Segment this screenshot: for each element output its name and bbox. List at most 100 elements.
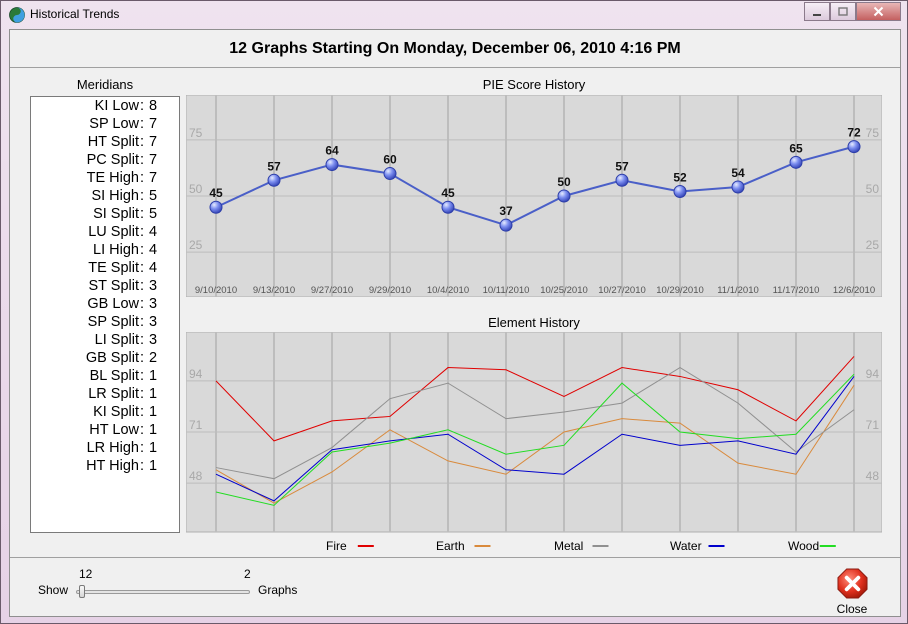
maximize-icon: [838, 6, 848, 16]
meridian-item[interactable]: SI Split:5: [31, 206, 181, 224]
meridian-value: 1: [149, 458, 158, 474]
meridian-item[interactable]: GB Split:2: [31, 350, 181, 368]
data-label: 72: [847, 126, 861, 140]
meridian-name: LI Split: [94, 332, 139, 348]
meridian-item[interactable]: LR High:1: [31, 440, 181, 458]
meridian-separator: :: [140, 170, 145, 186]
data-label: 45: [441, 186, 455, 200]
meridian-value: 8: [149, 98, 158, 114]
meridian-item[interactable]: PC Split:7: [31, 152, 181, 170]
meridian-item[interactable]: LU Split:4: [31, 224, 181, 242]
maximize-button[interactable]: [830, 2, 856, 21]
meridian-separator: :: [140, 422, 145, 438]
graphs-slider-track[interactable]: [76, 590, 250, 594]
data-label: 50: [557, 175, 571, 189]
data-point: [209, 200, 223, 214]
meridian-item[interactable]: BL Split:1: [31, 368, 181, 386]
x-tick-label: 10/25/2010: [540, 285, 588, 296]
meridian-value: 5: [149, 188, 158, 204]
meridian-name: SI High: [91, 188, 139, 204]
meridian-item[interactable]: GB Low:3: [31, 296, 181, 314]
meridian-separator: :: [140, 350, 145, 366]
window-close-button[interactable]: [856, 2, 901, 21]
title-bar[interactable]: Historical Trends: [1, 1, 907, 29]
meridian-name: SP Low: [89, 116, 139, 132]
data-label: 52: [673, 171, 687, 185]
series-line-earth: [215, 385, 855, 504]
meridian-separator: :: [140, 116, 145, 132]
y-tick-label-left: 50: [189, 182, 203, 196]
meridian-name: SI Split: [93, 206, 139, 222]
graphs-slider-thumb[interactable]: [79, 585, 85, 598]
x-tick-label: 10/11/2010: [483, 285, 530, 296]
client-area: 12 Graphs Starting On Monday, December 0…: [9, 29, 901, 617]
meridian-separator: :: [140, 152, 145, 168]
meridian-name: BL Split: [89, 368, 139, 384]
meridian-item[interactable]: LI Split:3: [31, 332, 181, 350]
meridian-value: 1: [149, 440, 158, 456]
meridian-item[interactable]: SI High:5: [31, 188, 181, 206]
y-tick-label-left: 75: [189, 126, 203, 140]
meridian-item[interactable]: TE High:7: [31, 170, 181, 188]
close-icon: [837, 568, 868, 599]
meridian-value: 4: [149, 242, 158, 258]
data-label: 64: [325, 144, 339, 158]
meridians-list[interactable]: KI Low:8 SP Low:7 HT Split:7 PC Split:7 TE H…: [30, 96, 180, 533]
meridian-name: KI Low: [94, 98, 139, 114]
legend-label: Water: [670, 539, 702, 553]
meridian-item[interactable]: KI Low:8: [31, 98, 181, 116]
close-button[interactable]: Close: [832, 566, 872, 616]
y-tick-label-left: 25: [189, 238, 203, 252]
legend-label: Metal: [554, 539, 583, 553]
meridian-item[interactable]: HT Split:7: [31, 134, 181, 152]
meridian-item[interactable]: HT Low:1: [31, 422, 181, 440]
y-tick-label-right: 71: [866, 418, 880, 432]
data-point: [557, 189, 571, 203]
meridian-value: 7: [149, 134, 158, 150]
data-label: 54: [731, 166, 745, 180]
x-tick-label: 12/6/2010: [833, 285, 875, 296]
data-label: 37: [499, 204, 513, 218]
meridian-name: GB Low: [87, 296, 139, 312]
y-tick-label-right: 25: [866, 238, 880, 252]
y-tick-label-right: 75: [866, 126, 880, 140]
meridian-item[interactable]: LR Split:1: [31, 386, 181, 404]
meridian-value: 4: [149, 260, 158, 276]
data-point: [383, 167, 397, 181]
close-label: Close: [836, 602, 868, 616]
meridian-item[interactable]: ST Split:3: [31, 278, 181, 296]
window-title: Historical Trends: [30, 7, 120, 21]
y-tick-label-left: 94: [189, 367, 203, 381]
meridian-item[interactable]: TE Split:4: [31, 260, 181, 278]
x-tick-label: 10/4/2010: [427, 285, 469, 296]
legend-label: Wood: [788, 539, 819, 553]
meridian-separator: :: [140, 98, 145, 114]
x-tick-label: 11/1/2010: [717, 285, 759, 296]
meridian-separator: :: [140, 386, 145, 402]
meridian-value: 1: [149, 368, 158, 384]
x-tick-label: 10/27/2010: [598, 285, 646, 296]
x-tick-label: 10/29/2010: [656, 285, 704, 296]
meridian-item[interactable]: KI Split:1: [31, 404, 181, 422]
y-tick-label-right: 48: [866, 469, 880, 483]
meridian-value: 1: [149, 386, 158, 402]
meridian-value: 1: [149, 422, 158, 438]
series-line-metal: [215, 366, 855, 480]
meridian-item[interactable]: SP Low:7: [31, 116, 181, 134]
meridian-name: LR Split: [88, 386, 139, 402]
data-point: [499, 218, 513, 232]
data-point: [847, 140, 861, 154]
meridian-value: 5: [149, 206, 158, 222]
legend-label: Fire: [326, 539, 347, 553]
graphs-label: Graphs: [258, 583, 298, 597]
meridian-name: HT Split: [87, 134, 139, 150]
meridian-item[interactable]: LI High:4: [31, 242, 181, 260]
meridian-name: TE Split: [88, 260, 139, 276]
meridian-separator: :: [140, 242, 145, 258]
minimize-button[interactable]: [804, 2, 830, 21]
meridian-item[interactable]: HT High:1: [31, 458, 181, 476]
meridian-value: 3: [149, 332, 158, 348]
series-line-wood: [215, 373, 855, 506]
x-tick-label: 9/29/2010: [369, 285, 411, 296]
meridian-item[interactable]: SP Split:3: [31, 314, 181, 332]
